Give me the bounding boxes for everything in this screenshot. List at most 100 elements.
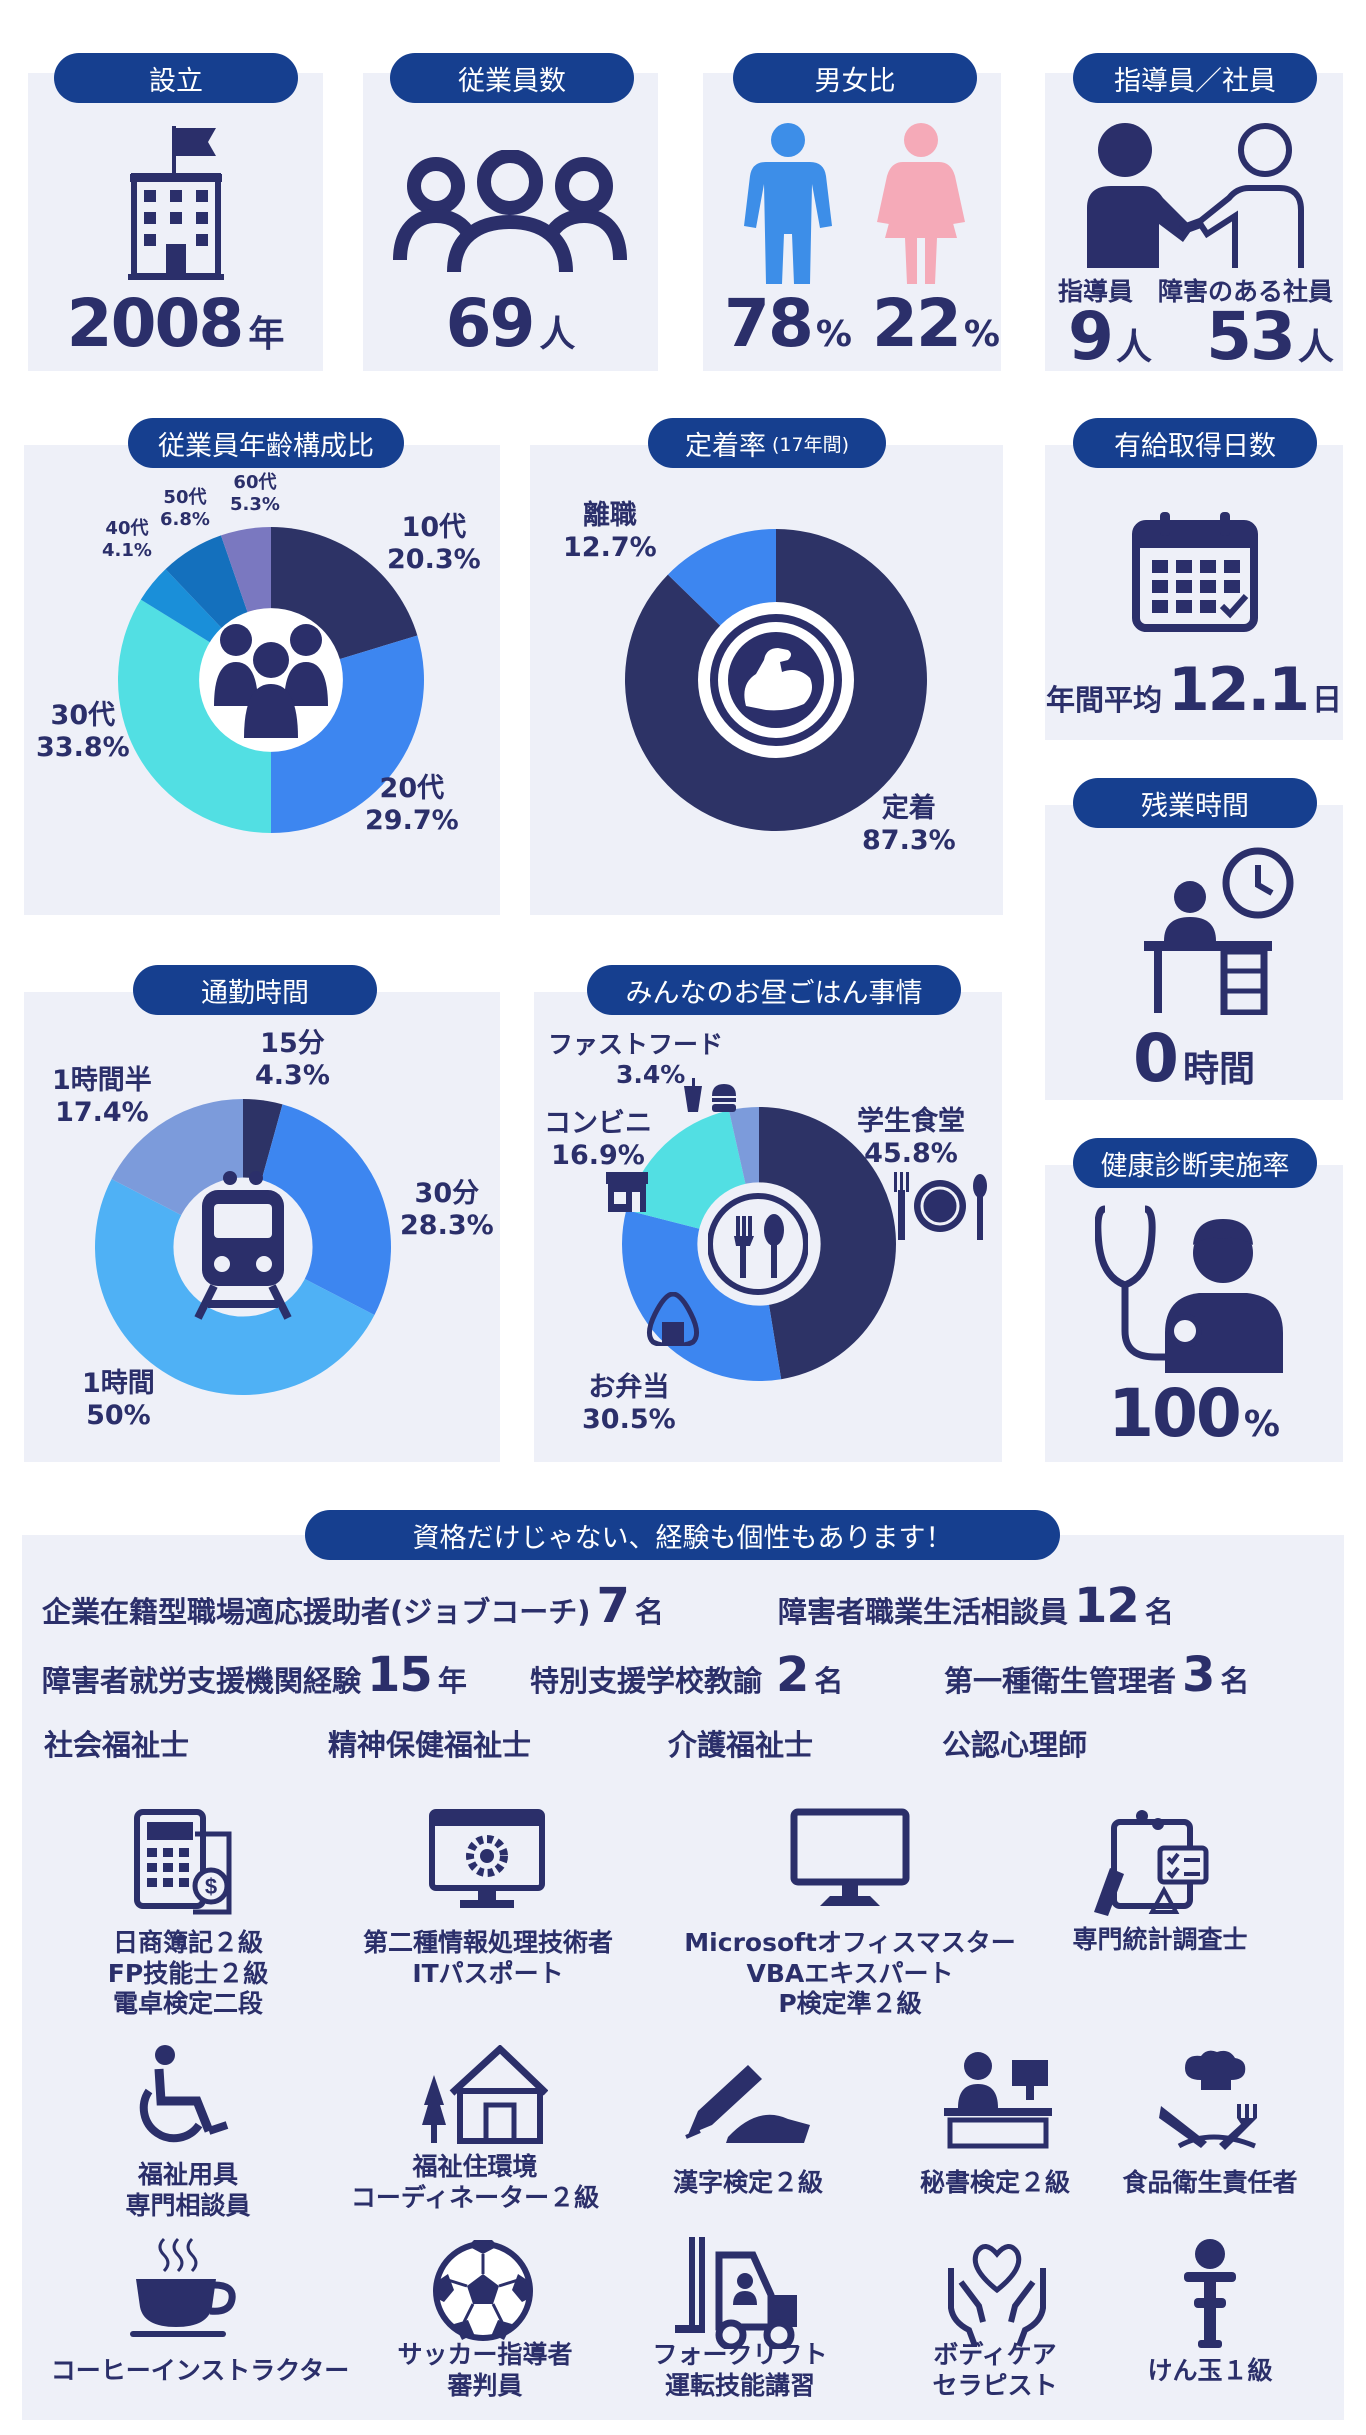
kendama-icon bbox=[1184, 2239, 1236, 2348]
instructor-value: 9 bbox=[1068, 298, 1114, 375]
retention-leave-name: 離職 bbox=[582, 500, 637, 531]
male-figure-icon bbox=[744, 123, 832, 284]
commute-30min-pct: 28.3% bbox=[400, 1209, 494, 1241]
age-sixties-pct: 5.3% bbox=[230, 493, 280, 515]
founded-unit: 年 bbox=[248, 314, 285, 355]
qual-row2-item2: 特別支援学校教諭 2 名 bbox=[530, 1647, 843, 1703]
retention-stay-name: 定着 bbox=[881, 793, 936, 824]
qual-item-line: 福祉用具 bbox=[137, 2160, 238, 2189]
qual-item-line: セラピスト bbox=[932, 2370, 1058, 2400]
age-label-thirties: 30代 33.8% bbox=[36, 700, 130, 764]
qual-support-unit: 年 bbox=[437, 1664, 467, 1698]
qual-teacher-unit: 名 bbox=[814, 1664, 844, 1698]
people-group-icon bbox=[393, 150, 627, 273]
qual-row1-item1: 企業在籍型職場適応援助者(ジョブコーチ) 7 名 bbox=[42, 1578, 664, 1634]
member-value: 53 bbox=[1206, 298, 1296, 375]
desk-clock-icon bbox=[1144, 847, 1294, 1015]
retention-label-stay: 定着 87.3% bbox=[862, 793, 956, 857]
qual-teacher-label: 特別支援学校教諭 bbox=[530, 1664, 763, 1698]
age-twenties-name: 20代 bbox=[379, 773, 445, 804]
member-label: 障害のある社員 bbox=[1158, 277, 1334, 306]
age-forties-name: 40代 bbox=[105, 518, 149, 539]
muscle-arm-icon bbox=[710, 614, 842, 746]
retention-title: 定着率 (17年間) bbox=[648, 418, 886, 468]
onigiri-icon bbox=[647, 1292, 699, 1346]
plate-cutlery-icon bbox=[894, 1172, 987, 1240]
house-icon bbox=[422, 2045, 548, 2144]
qual-item-line: コーディネーター２級 bbox=[350, 2182, 600, 2212]
qual-item-line: ボディケア bbox=[933, 2340, 1057, 2369]
qual-item-line: 食品衛生責任者 bbox=[1122, 2168, 1298, 2197]
founded-title: 設立 bbox=[54, 53, 298, 103]
age-fifties-pct: 6.8% bbox=[160, 508, 210, 530]
qual-item-line: 専門統計調査士 bbox=[1072, 1925, 1248, 1954]
qualifications-title: 資格だけじゃない、経験も個性もあります！ bbox=[305, 1510, 1060, 1560]
commute-label-1h: 1時間 50% bbox=[82, 1368, 155, 1432]
age-label-forties: 40代 4.1% bbox=[102, 518, 152, 561]
qual-item-line: 第二種情報処理技術者 bbox=[362, 1928, 613, 1957]
monitor-icon bbox=[790, 1808, 910, 1906]
paid-leave-value: 12.1 bbox=[1167, 655, 1310, 725]
forklift-icon bbox=[675, 2237, 797, 2349]
qual-item-line: 運転技能講習 bbox=[664, 2370, 815, 2400]
female-figure-icon bbox=[877, 123, 965, 284]
health-value-row: 100% bbox=[1045, 1375, 1343, 1452]
donut-hole bbox=[697, 1182, 821, 1306]
qual-hygiene-label: 第一種衛生管理者 bbox=[944, 1664, 1177, 1698]
qual-item-bookkeeping: 日商簿記２級 FP技能士２級 電卓検定二段 bbox=[60, 1928, 316, 2020]
commute-15min-pct: 4.3% bbox=[255, 1059, 330, 1091]
male-unit: % bbox=[815, 314, 852, 355]
receptionist-icon bbox=[944, 2052, 1052, 2149]
founded-value-row: 2008 年 bbox=[28, 285, 323, 362]
commute-title: 通勤時間 bbox=[133, 965, 377, 1015]
age-thirties-pct: 33.8% bbox=[36, 731, 130, 763]
qual-jobcoach-unit: 名 bbox=[634, 1595, 664, 1629]
commute-30min-name: 30分 bbox=[414, 1178, 480, 1209]
soccer-ball-icon bbox=[433, 2240, 533, 2341]
male-value-row: 78% bbox=[718, 285, 858, 362]
train-icon bbox=[194, 1171, 292, 1320]
qual-item-office: Microsoftオフィスマスター VBAエキスパート P検定準２級 bbox=[680, 1928, 1020, 2020]
qual-item-welfare-equipment: 福祉用具 専門相談員 bbox=[60, 2160, 316, 2221]
lunch-fastfood-name: ファストフード bbox=[548, 1030, 724, 1059]
handshake-icon bbox=[1087, 123, 1304, 268]
overtime-value-row: 0 時間 bbox=[1045, 1020, 1343, 1097]
qual-psychologist: 公認心理師 bbox=[942, 1728, 1088, 1762]
survey-icon bbox=[1094, 1810, 1209, 1916]
fork-spoon-icon bbox=[708, 1193, 808, 1295]
employees-value-row: 69 人 bbox=[363, 285, 658, 362]
overtime-title: 残業時間 bbox=[1073, 778, 1317, 828]
lunch-konbini-pct: 16.9% bbox=[551, 1139, 645, 1171]
lunch-label-bento: お弁当 30.5% bbox=[582, 1372, 676, 1436]
building-icon bbox=[128, 126, 224, 280]
qual-item-line: FP技能士２級 bbox=[107, 1958, 269, 1988]
age-label-sixties: 60代 5.3% bbox=[230, 472, 280, 515]
member-value-row: 53 人 bbox=[1195, 298, 1345, 375]
age-fifties-name: 50代 bbox=[163, 487, 207, 508]
qual-hygiene-value: 3 bbox=[1182, 1647, 1215, 1703]
qual-item-line: 日商簿記２級 bbox=[112, 1928, 263, 1957]
paid-leave-unit: 日 bbox=[1312, 683, 1343, 718]
qual-care-worker: 介護福祉士 bbox=[668, 1728, 814, 1762]
qual-item-line: 漢字検定２級 bbox=[672, 2168, 823, 2197]
commute-1h30-pct: 17.4% bbox=[55, 1096, 149, 1128]
health-unit: % bbox=[1243, 1404, 1280, 1445]
qual-item-it: 第二種情報処理技術者 ITパスポート bbox=[338, 1928, 638, 1989]
paid-leave-prefix: 年間平均 bbox=[1045, 683, 1162, 717]
commute-label-15min: 15分 4.3% bbox=[255, 1028, 330, 1092]
qual-item-coffee: コーヒーインストラクター bbox=[30, 2356, 370, 2387]
qual-item-forklift: フォークリフト 運転技能講習 bbox=[625, 2340, 855, 2401]
gender-title: 男女比 bbox=[733, 53, 977, 103]
retention-leave-pct: 12.7% bbox=[563, 531, 657, 563]
qual-row1-item2: 障害者職業生活相談員 12 名 bbox=[778, 1578, 1174, 1634]
paid-leave-title: 有給取得日数 bbox=[1073, 418, 1317, 468]
health-title: 健康診断実施率 bbox=[1073, 1138, 1317, 1188]
overtime-value: 0 bbox=[1133, 1020, 1179, 1097]
commute-label-30min: 30分 28.3% bbox=[400, 1178, 494, 1242]
qual-item-line: 審判員 bbox=[447, 2370, 523, 2400]
lunch-label-konbini: コンビニ 16.9% bbox=[544, 1108, 652, 1172]
chef-icon bbox=[1159, 2050, 1257, 2150]
qual-item-food-hygiene: 食品衛生責任者 bbox=[1100, 2168, 1320, 2199]
wheelchair-icon bbox=[139, 2045, 229, 2143]
